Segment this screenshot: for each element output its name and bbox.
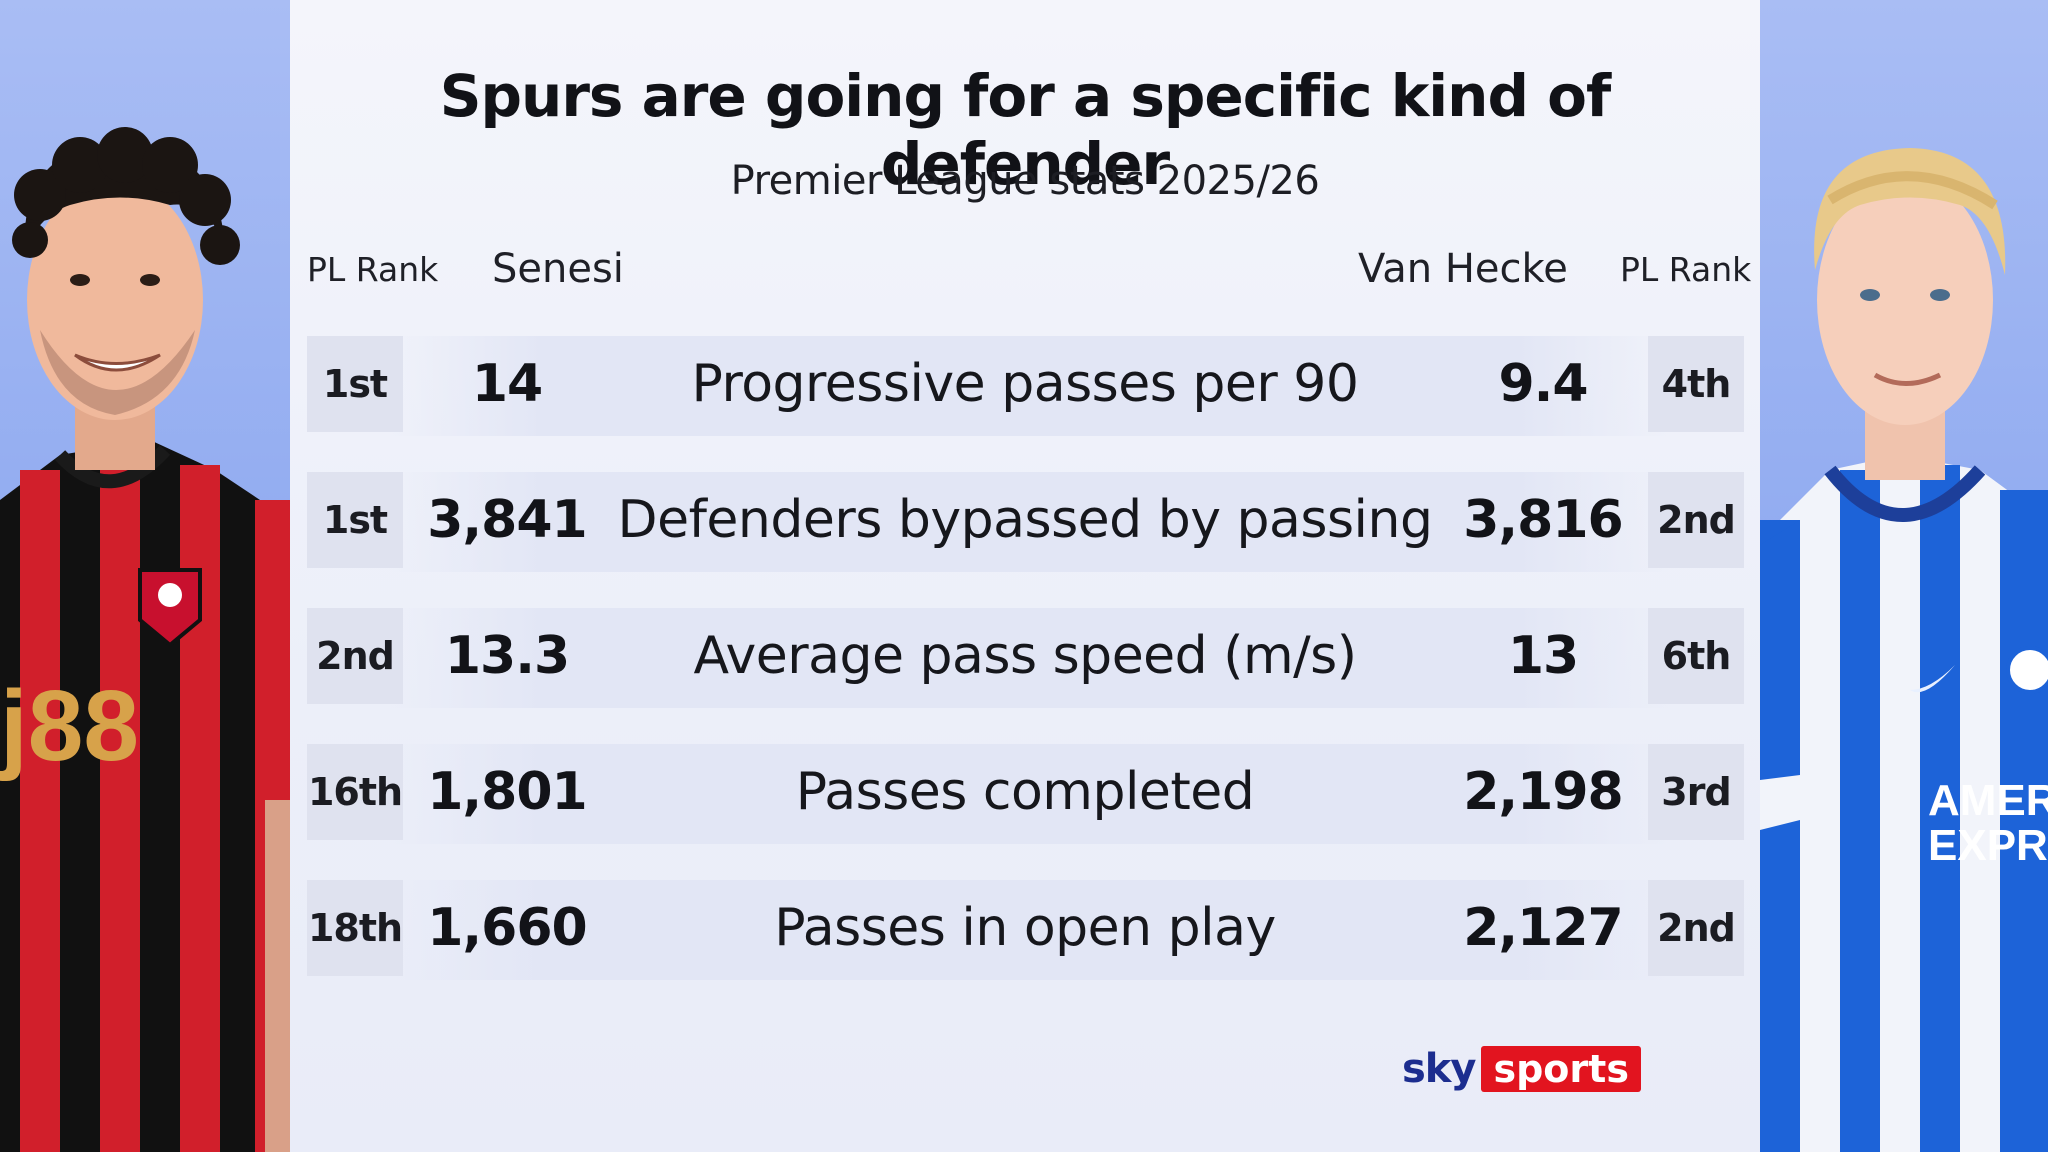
left-value: 14 bbox=[471, 354, 543, 414]
sky-sports-logo: sky sports bbox=[1402, 1044, 1641, 1094]
svg-text:AMERIC: AMERIC bbox=[1928, 776, 2048, 825]
metric-label: Average pass speed (m/s) bbox=[693, 626, 1357, 686]
stat-row: 16th 1,801 Passes completed 2,198 3rd bbox=[290, 744, 1760, 844]
right-rank-badge: 2nd bbox=[1648, 472, 1744, 568]
page-title: Spurs are going for a specific kind of d… bbox=[439, 62, 1611, 198]
left-rank-badge: 16th bbox=[307, 744, 403, 840]
row-background bbox=[390, 608, 1670, 708]
right-rank-badge: 2nd bbox=[1648, 880, 1744, 976]
right-player-name: Van Hecke bbox=[1358, 246, 1568, 292]
page-subtitle: Premier League stats 2025/26 bbox=[730, 158, 1320, 204]
left-rank-badge: 2nd bbox=[307, 608, 403, 704]
svg-text:j88: j88 bbox=[0, 670, 139, 782]
metric-label: Passes completed bbox=[795, 762, 1255, 822]
svg-text:EXPRE: EXPRE bbox=[1928, 821, 2048, 870]
row-background bbox=[390, 472, 1670, 572]
left-player-name: Senesi bbox=[492, 246, 624, 292]
logo-sports-text: sports bbox=[1481, 1046, 1641, 1092]
stat-row: 1st 14 Progressive passes per 90 9.4 4th bbox=[290, 336, 1760, 436]
left-rank-badge: 1st bbox=[307, 472, 403, 568]
metric-label: Defenders bypassed by passing bbox=[617, 490, 1433, 550]
left-value: 13.3 bbox=[444, 626, 570, 686]
right-value: 2,127 bbox=[1463, 898, 1623, 958]
row-background bbox=[390, 744, 1670, 844]
left-rank-header: PL Rank bbox=[307, 250, 439, 289]
row-background bbox=[390, 880, 1670, 980]
left-value: 1,801 bbox=[427, 762, 587, 822]
row-background bbox=[390, 336, 1670, 436]
player-photo-senesi: j88 bbox=[0, 0, 290, 1152]
left-value: 3,841 bbox=[427, 490, 587, 550]
right-rank-badge: 4th bbox=[1648, 336, 1744, 432]
left-rank-badge: 1st bbox=[307, 336, 403, 432]
metric-label: Passes in open play bbox=[774, 898, 1276, 958]
right-rank-badge: 3rd bbox=[1648, 744, 1744, 840]
right-value: 9.4 bbox=[1498, 354, 1588, 414]
stat-row: 1st 3,841 Defenders bypassed by passing … bbox=[290, 472, 1760, 572]
right-value: 3,816 bbox=[1463, 490, 1623, 550]
stats-card: Spurs are going for a specific kind of d… bbox=[290, 0, 1760, 1152]
left-value: 1,660 bbox=[427, 898, 587, 958]
right-rank-header: PL Rank bbox=[1620, 250, 1752, 289]
right-value: 13 bbox=[1507, 626, 1579, 686]
stat-row: 2nd 13.3 Average pass speed (m/s) 13 6th bbox=[290, 608, 1760, 708]
stat-row: 18th 1,660 Passes in open play 2,127 2nd bbox=[290, 880, 1760, 980]
right-value: 2,198 bbox=[1463, 762, 1623, 822]
player-photo-van-hecke: AMERIC EXPRE bbox=[1760, 0, 2048, 1152]
right-rank-badge: 6th bbox=[1648, 608, 1744, 704]
left-rank-badge: 18th bbox=[307, 880, 403, 976]
logo-sky-text: sky bbox=[1402, 1046, 1476, 1092]
metric-label: Progressive passes per 90 bbox=[691, 354, 1359, 414]
